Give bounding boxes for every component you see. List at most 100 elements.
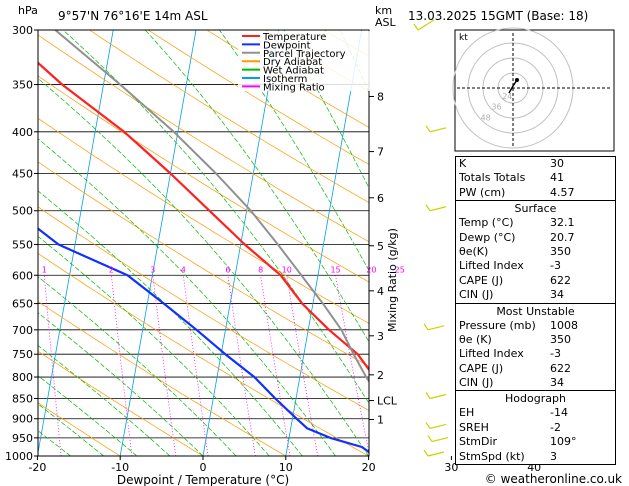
hodograph-param-label: StmDir bbox=[459, 435, 498, 449]
location-label: 9°57'N 76°16'E 14m ASL bbox=[58, 9, 208, 23]
dewpoint-line bbox=[38, 227, 369, 454]
hpa-label: hPa bbox=[18, 4, 38, 17]
wind-barb-3 bbox=[423, 323, 445, 331]
mixing-ratio-label-3: 3 bbox=[150, 265, 155, 274]
most-unstable-value: 350 bbox=[550, 332, 571, 346]
y-tick-label-750: 750 bbox=[12, 348, 33, 361]
legend-label-2: Parcel Trajectory bbox=[263, 49, 346, 60]
legend-label-5: Isotherm bbox=[263, 74, 307, 85]
surface-value: 32.1 bbox=[550, 216, 575, 230]
hodograph-ring-label-24: 24 bbox=[502, 92, 512, 101]
surface-title: Surface bbox=[514, 202, 557, 216]
surface-row: CIN (J) 34 bbox=[456, 288, 615, 302]
surface-label: CIN (J) bbox=[459, 288, 494, 302]
most-unstable-value: 34 bbox=[550, 376, 564, 390]
most-unstable-title: Most Unstable bbox=[496, 304, 575, 318]
km-tick-label-8: 8 bbox=[377, 90, 384, 103]
index-label: Totals Totals bbox=[459, 171, 526, 185]
wind-barbs bbox=[413, 19, 449, 457]
y-tick-label-650: 650 bbox=[12, 298, 33, 311]
mixing-ratio-label-20: 20 bbox=[366, 265, 376, 274]
most-unstable-value: 622 bbox=[550, 361, 571, 375]
wet-adiabat-line bbox=[38, 77, 369, 456]
dry-adiabat-line bbox=[38, 252, 369, 456]
mixing-ratio-label-4: 4 bbox=[181, 265, 186, 274]
most-unstable-value: -3 bbox=[550, 347, 561, 361]
mixing-ratio-line bbox=[110, 275, 133, 456]
most-unstable-value: 1008 bbox=[550, 318, 578, 332]
surface-value: 20.7 bbox=[550, 230, 575, 244]
index-row: Totals Totals 41 bbox=[456, 171, 615, 185]
mixing-ratio-label-1: 1 bbox=[42, 265, 47, 274]
x-tick-label-0: 0 bbox=[200, 461, 207, 474]
wind-barb-7 bbox=[423, 449, 445, 457]
hodograph-ring-label-36: 36 bbox=[491, 103, 501, 112]
km-tick-label-6: 6 bbox=[377, 192, 384, 205]
mixing-ratio-line bbox=[400, 275, 438, 456]
surface-label: CAPE (J) bbox=[459, 273, 504, 287]
dry-adiabat-line bbox=[38, 117, 369, 324]
datetime-label: 13.03.2025 15GMT (Base: 18) bbox=[408, 9, 588, 23]
most-unstable-label: θe (K) bbox=[459, 332, 492, 346]
x-tick-label-20: 20 bbox=[362, 461, 376, 474]
asl-label: ASL bbox=[375, 16, 397, 29]
isotherm-line bbox=[202, 30, 280, 456]
x-axis-title: Dewpoint / Temperature (°C) bbox=[117, 473, 289, 486]
dry-adiabat-line bbox=[38, 206, 369, 412]
wet-adiabat-line bbox=[62, 30, 369, 404]
surface-row: Temp (°C) 32.1 bbox=[456, 216, 615, 230]
mixing-ratio-label-15: 15 bbox=[330, 265, 340, 274]
mixing-ratio-axis-title: Mixing Ratio (g/kg) bbox=[386, 228, 399, 332]
mixing-ratio-line bbox=[182, 275, 209, 456]
km-label: km bbox=[375, 4, 392, 17]
indices-table: K 30 Totals Totals 41 PW (cm) 4.57 Surface Te… bbox=[455, 156, 616, 466]
wet-adiabat-line bbox=[38, 190, 303, 456]
x-tick-label-30: 30 bbox=[444, 461, 458, 474]
most-unstable-row: θe (K) 350 bbox=[456, 333, 615, 347]
hodograph-param-value: -2 bbox=[550, 420, 561, 434]
hodograph-kt-label: kt bbox=[459, 33, 468, 43]
dry-adiabat-line bbox=[38, 34, 369, 243]
wind-barb-4 bbox=[425, 392, 447, 400]
index-value: 4.57 bbox=[550, 185, 575, 199]
surface-value: 350 bbox=[550, 244, 571, 258]
y-tick-label-350: 350 bbox=[12, 79, 33, 92]
mixing-ratio-label-25: 25 bbox=[395, 265, 405, 274]
wet-adiabat-line bbox=[38, 430, 71, 456]
mixing-ratio-line bbox=[260, 275, 291, 456]
isotherm-line bbox=[285, 30, 363, 456]
surface-row: θe(K) 350 bbox=[456, 245, 615, 259]
wet-adiabat-line bbox=[144, 30, 369, 343]
wet-adiabat-line bbox=[38, 312, 204, 456]
dry-adiabat-line bbox=[88, 30, 369, 204]
y-tick-label-700: 700 bbox=[12, 324, 33, 337]
legend-label-6: Mixing Ratio bbox=[263, 82, 325, 93]
hodograph-ring-label-48: 48 bbox=[481, 113, 491, 122]
hodograph-param-label: EH bbox=[459, 406, 475, 420]
y-tick-label-850: 850 bbox=[12, 392, 33, 405]
legend-label-4: Wet Adiabat bbox=[263, 66, 324, 77]
hodograph-trace bbox=[508, 79, 518, 94]
wind-barb-2 bbox=[425, 204, 447, 212]
parcel-trajectory-line bbox=[54, 30, 369, 383]
hodograph-param-value: 109° bbox=[550, 435, 577, 449]
dry-adiabat-line bbox=[38, 350, 204, 456]
hodograph-param-label: StmSpd (kt) bbox=[459, 449, 525, 463]
index-row: K 30 bbox=[456, 157, 615, 171]
km-tick-label-LCL: LCL bbox=[377, 395, 398, 408]
temperature-line bbox=[38, 61, 369, 372]
legend-label-1: Dewpoint bbox=[263, 40, 311, 51]
mixing-ratio-label-10: 10 bbox=[282, 265, 292, 274]
km-tick-label-7: 7 bbox=[377, 146, 384, 159]
hodograph-param-label: SREH bbox=[459, 420, 489, 434]
y-tick-label-450: 450 bbox=[12, 167, 33, 180]
mixing-ratio-label-8: 8 bbox=[258, 265, 263, 274]
surface-row: Lifted Index -3 bbox=[456, 259, 615, 273]
index-label: PW (cm) bbox=[459, 185, 506, 199]
index-value: 41 bbox=[550, 171, 564, 185]
hodograph-param-row: EH -14 bbox=[456, 406, 615, 420]
km-tick-label-2: 2 bbox=[377, 369, 384, 382]
y-tick-label-550: 550 bbox=[12, 238, 33, 251]
wind-barb-6 bbox=[427, 435, 449, 443]
